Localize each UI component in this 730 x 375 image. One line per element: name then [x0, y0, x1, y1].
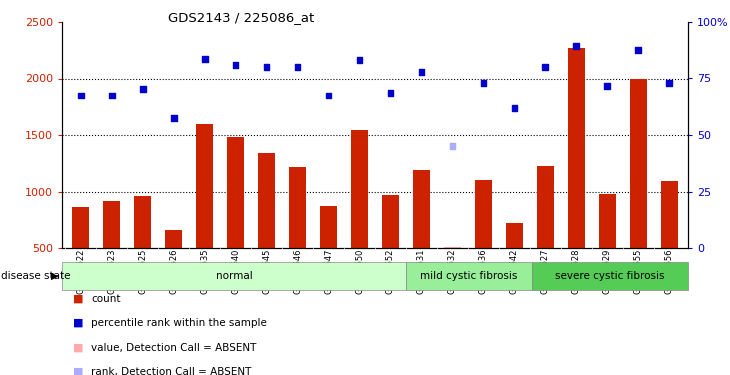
- Text: GSM44635: GSM44635: [200, 249, 209, 294]
- Text: GSM44622: GSM44622: [76, 249, 85, 294]
- Bar: [351, 130, 368, 304]
- Point: [509, 105, 520, 111]
- Bar: [568, 48, 585, 304]
- Text: GSM44655: GSM44655: [634, 249, 643, 294]
- Text: rank, Detection Call = ABSENT: rank, Detection Call = ABSENT: [91, 367, 252, 375]
- Point: [137, 86, 148, 92]
- Text: ■: ■: [73, 294, 83, 304]
- Text: count: count: [91, 294, 120, 304]
- Point: [292, 64, 304, 70]
- Point: [602, 83, 613, 89]
- Text: GSM44631: GSM44631: [417, 249, 426, 294]
- Point: [571, 43, 583, 49]
- Text: GSM44650: GSM44650: [355, 249, 364, 294]
- Bar: [134, 196, 151, 304]
- Text: GSM44656: GSM44656: [665, 249, 674, 294]
- Point: [74, 93, 86, 99]
- Text: GSM44628: GSM44628: [572, 249, 581, 294]
- Bar: [531, 262, 688, 290]
- Text: GSM44627: GSM44627: [541, 249, 550, 294]
- Bar: [537, 165, 554, 304]
- Point: [477, 80, 489, 86]
- Bar: [475, 180, 492, 304]
- Text: GSM44623: GSM44623: [107, 249, 116, 294]
- Text: disease state: disease state: [1, 271, 71, 281]
- Bar: [62, 262, 407, 290]
- Text: GSM44636: GSM44636: [479, 249, 488, 294]
- Bar: [289, 166, 306, 304]
- Bar: [661, 182, 678, 304]
- Bar: [103, 201, 120, 304]
- Text: value, Detection Call = ABSENT: value, Detection Call = ABSENT: [91, 342, 257, 352]
- Text: ■: ■: [73, 367, 83, 375]
- Text: GSM44640: GSM44640: [231, 249, 240, 294]
- Text: GSM44632: GSM44632: [448, 249, 457, 294]
- Point: [106, 93, 118, 99]
- Point: [261, 64, 272, 70]
- Point: [664, 80, 675, 86]
- Bar: [413, 170, 430, 304]
- Text: GSM44647: GSM44647: [324, 249, 333, 294]
- Bar: [444, 247, 461, 304]
- Bar: [630, 78, 647, 304]
- Point: [633, 47, 645, 53]
- Bar: [165, 230, 182, 304]
- Bar: [227, 137, 244, 304]
- Bar: [599, 194, 616, 304]
- Bar: [506, 223, 523, 304]
- Text: GSM44645: GSM44645: [262, 249, 271, 294]
- Text: GSM44642: GSM44642: [510, 249, 519, 294]
- Text: ▶: ▶: [51, 271, 58, 281]
- Text: GSM44626: GSM44626: [169, 249, 178, 294]
- Text: normal: normal: [216, 271, 253, 281]
- Text: GDS2143 / 225086_at: GDS2143 / 225086_at: [168, 11, 314, 24]
- Text: GSM44652: GSM44652: [386, 249, 395, 294]
- Text: GSM44625: GSM44625: [138, 249, 147, 294]
- Point: [353, 57, 365, 63]
- Text: ■: ■: [73, 318, 83, 328]
- Point: [415, 69, 427, 75]
- Text: GSM44646: GSM44646: [293, 249, 302, 294]
- Text: ■: ■: [73, 342, 83, 352]
- Bar: [196, 124, 213, 304]
- Point: [230, 62, 242, 68]
- Text: mild cystic fibrosis: mild cystic fibrosis: [420, 271, 518, 281]
- Point: [323, 93, 334, 99]
- Bar: [258, 153, 275, 304]
- Point: [168, 115, 180, 121]
- Text: percentile rank within the sample: percentile rank within the sample: [91, 318, 267, 328]
- Bar: [382, 195, 399, 304]
- Bar: [72, 207, 89, 304]
- Point: [539, 64, 551, 70]
- Bar: [407, 262, 531, 290]
- Point: [447, 143, 458, 149]
- Point: [385, 90, 396, 96]
- Point: [199, 56, 210, 62]
- Bar: [320, 206, 337, 304]
- Text: GSM44629: GSM44629: [603, 249, 612, 294]
- Text: severe cystic fibrosis: severe cystic fibrosis: [555, 271, 664, 281]
